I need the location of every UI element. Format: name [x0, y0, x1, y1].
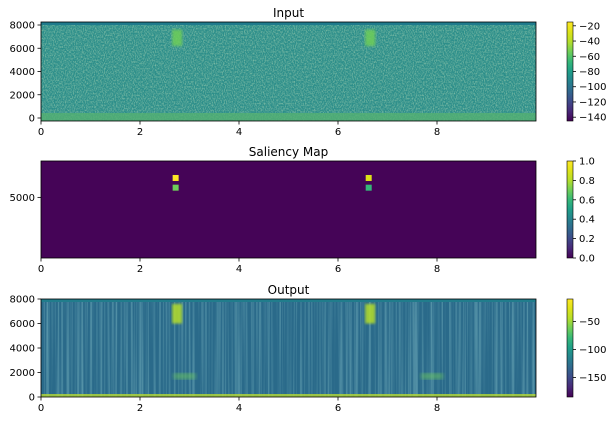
colorbar-gradient: [567, 22, 573, 121]
y-tick-label: 6000: [10, 319, 35, 330]
feature-spot: [172, 174, 179, 181]
colorbar-tick-label: −60: [579, 52, 600, 63]
x-tick-label: 0: [38, 403, 44, 414]
colorbar-tick-label: 0.4: [579, 215, 595, 226]
panel-2: Saliency Map 0 2 4 6 8 5000 0.0 0.2 0.4 0.6 0.8 1.0: [10, 145, 595, 275]
y-tick-label: 6000: [10, 44, 35, 55]
x-tick-label: 8: [434, 403, 440, 414]
colorbar-frame: [566, 298, 574, 398]
low-frequency-band: [41, 394, 536, 397]
feature-spot: [173, 373, 196, 380]
feature-band: [365, 303, 376, 324]
y-tick-label: 0: [29, 393, 35, 404]
x-tick-label: 0: [38, 264, 44, 275]
colorbar-tick-label: −40: [579, 37, 600, 48]
colorbar-tick-label: −140: [579, 113, 606, 124]
colorbar-tick-label: 1.0: [579, 157, 595, 168]
colorbar-tick-label: −20: [579, 21, 600, 32]
x-tick-label: 2: [137, 127, 143, 138]
y-tick-label: 5000: [10, 193, 35, 204]
feature-band: [172, 29, 183, 46]
x-tick-label: 6: [335, 403, 341, 414]
feature-spot: [365, 174, 372, 181]
colorbar: 0.0 0.2 0.4 0.6 0.8 1.0: [566, 157, 595, 265]
colorbar-tick-label: 0.8: [579, 176, 595, 187]
colorbar-frame: [566, 160, 574, 259]
colorbar: −20 −40 −60 −80 −100 −120 −140: [566, 21, 606, 124]
y-tick-label: 0: [29, 114, 35, 125]
colorbar-tick-label: −100: [579, 345, 606, 356]
y-tick-label: 8000: [10, 21, 35, 32]
y-tick-label: 2000: [10, 90, 35, 101]
x-tick-label: 8: [434, 127, 440, 138]
x-tick-label: 4: [236, 403, 242, 414]
x-tick-label: 6: [335, 127, 341, 138]
x-tick-label: 4: [236, 264, 242, 275]
heatmap-image: [41, 22, 536, 121]
top-edge-band: [41, 22, 536, 25]
heatmap-image: [41, 161, 536, 258]
heatmap-background: [41, 161, 536, 258]
x-tick-label: 8: [434, 264, 440, 275]
x-tick-label: 0: [38, 127, 44, 138]
colorbar-tick-label: −100: [579, 82, 606, 93]
axes-frame: [40, 160, 537, 259]
colorbar: −50 −100 −150: [566, 298, 606, 398]
colorbar-tick-label: 0.2: [579, 234, 595, 245]
feature-band: [172, 303, 183, 324]
feature-spot: [172, 184, 179, 191]
panel-3: Output 0 2 4 6 8 0 2000 4000 6000 8000 −50 −100 −150: [10, 283, 607, 414]
y-tick-label: 4000: [10, 344, 35, 355]
panel-title: Output: [268, 283, 310, 297]
heatmap-texture: [41, 299, 536, 397]
colorbar-tick-label: 0.6: [579, 195, 595, 206]
colorbar-tick-label: −150: [579, 373, 606, 384]
heatmap-image: [41, 299, 536, 397]
top-edge-band: [41, 299, 536, 302]
colorbar-tick-label: 0.0: [579, 254, 595, 265]
y-tick-label: 4000: [10, 67, 35, 78]
low-frequency-band: [41, 113, 536, 121]
colorbar-gradient: [567, 299, 573, 397]
x-tick-label: 2: [137, 264, 143, 275]
x-tick-label: 4: [236, 127, 242, 138]
feature-spot: [421, 373, 444, 380]
y-tick-label: 8000: [10, 295, 35, 306]
y-tick-label: 2000: [10, 368, 35, 379]
feature-band: [365, 29, 376, 46]
colorbar-gradient: [567, 161, 573, 258]
colorbar-tick-label: −80: [579, 67, 600, 78]
x-tick-label: 6: [335, 264, 341, 275]
heatmap-texture: [41, 22, 536, 121]
colorbar-tick-label: −120: [579, 97, 606, 108]
panel-title: Input: [273, 6, 304, 20]
feature-spot: [365, 184, 372, 191]
x-tick-label: 2: [137, 403, 143, 414]
colorbar-tick-label: −50: [579, 317, 600, 328]
panel-title: Saliency Map: [249, 145, 328, 159]
